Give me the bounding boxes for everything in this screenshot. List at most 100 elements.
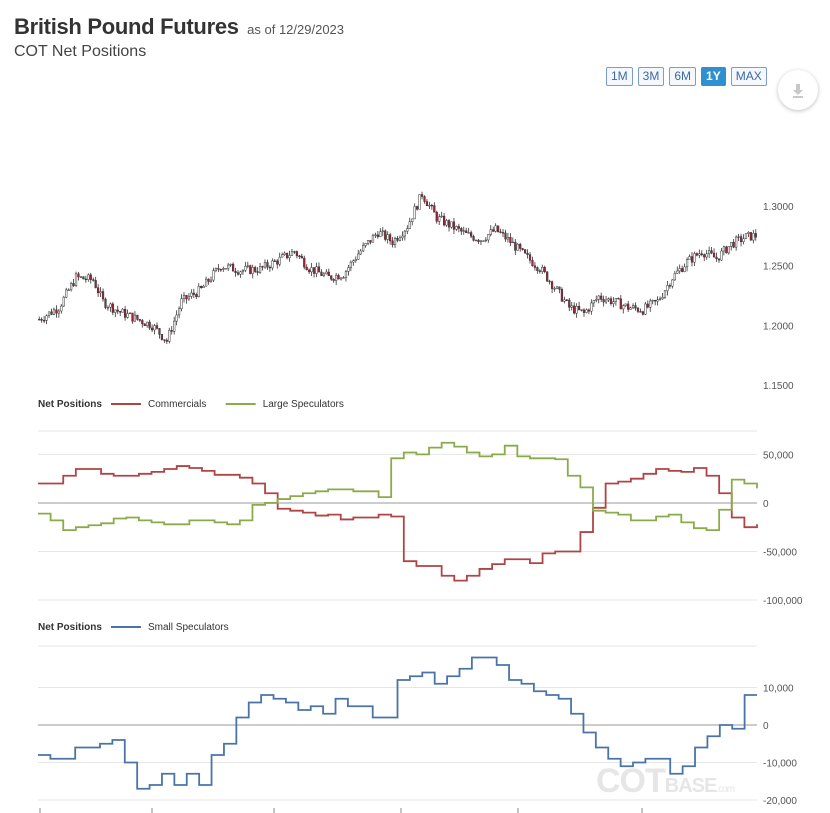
price-candle (303, 255, 306, 270)
price-candle (185, 294, 188, 304)
price-candle (60, 304, 63, 314)
candle-body (597, 295, 600, 300)
candle-body (445, 220, 448, 226)
price-candle (600, 292, 603, 302)
price-candle (38, 316, 41, 321)
candle-body (509, 237, 512, 243)
candle-body (290, 251, 294, 256)
price-candle (241, 269, 245, 275)
price-candle (87, 273, 90, 282)
price-candle (703, 253, 706, 262)
series-line-small-speculators (38, 656, 757, 790)
price-candle (430, 203, 433, 210)
candle-body (217, 268, 220, 270)
price-candle (457, 223, 460, 233)
candle-body (317, 266, 321, 273)
price-candle (514, 239, 517, 255)
price-candle (676, 266, 679, 274)
candle-body (511, 241, 514, 244)
candle-body (352, 260, 355, 263)
candle-body (685, 259, 689, 268)
candle-body (261, 266, 264, 268)
candle-body (236, 272, 240, 275)
candle-body (337, 275, 340, 280)
range-6m-button[interactable]: 6M (669, 67, 697, 86)
candle-body (298, 255, 301, 257)
price-candle (604, 295, 608, 305)
price-candle (465, 227, 468, 233)
price-candle (720, 247, 723, 261)
download-button[interactable] (778, 70, 818, 110)
price-candle (698, 249, 701, 259)
candle-body (244, 266, 247, 271)
price-candle (177, 306, 181, 319)
price-candle (553, 286, 556, 292)
cot-panel-ytick-label: -50,000 (763, 547, 797, 558)
candle-body (499, 231, 502, 233)
candle-body (668, 285, 671, 287)
small-spec-panel-ytick-label: -20,000 (763, 796, 797, 807)
candle-body (310, 267, 313, 273)
price-candle (408, 217, 411, 230)
price-candle (214, 267, 218, 273)
candle-body (644, 303, 647, 315)
candle-body (602, 299, 605, 303)
price-candle (315, 262, 318, 278)
price-candle (236, 270, 240, 276)
range-max-button[interactable]: MAX (730, 67, 767, 86)
candle-body (119, 311, 122, 313)
candle-body (683, 266, 686, 272)
candle-body (430, 204, 433, 207)
candle-body (676, 270, 679, 274)
candle-body (631, 305, 635, 309)
small-spec-panel-ytick-label: 10,000 (763, 684, 794, 695)
price-candle (244, 261, 247, 273)
candle-body (335, 275, 338, 281)
price-candle (452, 217, 456, 235)
price-candle (705, 249, 708, 260)
price-candle (192, 288, 195, 298)
candle-body (558, 286, 561, 290)
price-candle (494, 223, 497, 233)
price-candle (229, 263, 232, 267)
candle-body (38, 319, 41, 321)
candle-body (543, 267, 546, 273)
candle-body (104, 298, 107, 308)
price-candle (133, 311, 137, 322)
price-candle (416, 205, 419, 211)
price-candle (50, 308, 53, 316)
candle-body (710, 250, 713, 254)
price-candle (533, 261, 537, 271)
candle-body (722, 246, 725, 252)
price-candle (504, 229, 507, 242)
chart-title: British Pound Futures (14, 14, 239, 39)
price-candle (438, 213, 441, 225)
price-candle (577, 301, 581, 311)
candle-body (128, 312, 132, 315)
price-candle (74, 271, 78, 287)
candle-body (467, 232, 470, 234)
candle-body (452, 221, 456, 230)
price-candle (298, 254, 301, 259)
price-ytick-label: 1.2000 (763, 321, 794, 332)
price-candle (121, 307, 124, 313)
price-candle (708, 246, 711, 259)
candle-body (614, 298, 618, 302)
price-candle (425, 199, 429, 206)
range-3m-button[interactable]: 3M (637, 67, 665, 86)
price-candle (342, 276, 345, 279)
as-of-date: as of 12/29/2023 (247, 22, 345, 37)
price-candle (526, 249, 529, 259)
range-1y-button[interactable]: 1Y (701, 67, 726, 86)
range-1m-button[interactable]: 1M (606, 67, 633, 86)
candle-body (43, 320, 46, 322)
series-line-large-speculators (38, 441, 758, 532)
price-candle (597, 295, 600, 304)
candle-body (347, 267, 350, 272)
price-candle (57, 308, 60, 318)
candle-body (447, 220, 451, 228)
price-candle (82, 276, 85, 280)
price-candle (254, 265, 257, 274)
candle-body (70, 283, 73, 291)
price-candle (288, 250, 291, 262)
